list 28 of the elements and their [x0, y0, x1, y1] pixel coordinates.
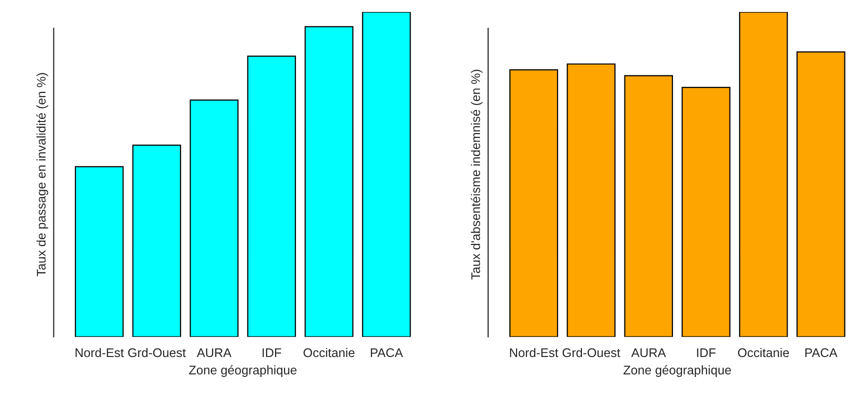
bar [739, 12, 788, 337]
x-axis-title: Zone géographique [189, 365, 297, 377]
x-tick-label: AURA [631, 348, 666, 358]
x-tick-label: Grd-Ouest [562, 348, 620, 358]
bar [796, 51, 846, 337]
bar [247, 56, 296, 337]
bar [74, 166, 124, 337]
x-axis-title: Zone géographique [623, 365, 731, 377]
bar [190, 100, 239, 337]
bar [566, 63, 616, 337]
x-tick-label: Nord-Est [76, 348, 124, 358]
x-tick-label: Grd-Ouest [128, 348, 186, 358]
bar [509, 69, 558, 337]
x-tick-label: PACA [805, 348, 838, 358]
bar [132, 144, 182, 337]
x-tick-label: Nord-Est [510, 348, 558, 358]
x-tick-label: PACA [370, 348, 403, 358]
bar [362, 12, 411, 337]
y-axis-title: Taux d'absentéisme indemnisé (en %) [470, 70, 483, 280]
x-tick-label: AURA [196, 348, 232, 358]
bar [624, 75, 673, 337]
x-tick-label: Occitanie [738, 348, 789, 358]
x-tick-label: IDF [262, 348, 282, 358]
y-axis-title: Taux de passage en invalidité (en %) [36, 73, 48, 276]
bar [682, 86, 730, 337]
x-tick-label: Occitanie [304, 348, 355, 358]
bar [304, 26, 354, 337]
x-tick-label: IDF [697, 348, 716, 358]
